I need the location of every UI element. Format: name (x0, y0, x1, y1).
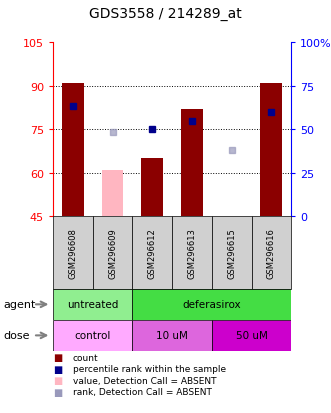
Bar (212, 320, 291, 351)
Bar (252, 217, 291, 289)
Bar (172, 217, 212, 289)
Bar (212, 217, 252, 289)
Text: count: count (73, 353, 98, 362)
Bar (141, 159, 163, 217)
Text: 10 uM: 10 uM (156, 330, 188, 341)
Bar (53, 289, 132, 320)
Text: ■: ■ (53, 352, 62, 362)
Bar (102, 171, 123, 217)
Text: untreated: untreated (67, 299, 118, 310)
Text: 50 uM: 50 uM (236, 330, 267, 341)
Bar (62, 84, 84, 217)
Bar (53, 217, 93, 289)
Bar (132, 289, 291, 320)
Text: value, Detection Call = ABSENT: value, Detection Call = ABSENT (73, 376, 216, 385)
Text: ■: ■ (53, 375, 62, 385)
Text: ■: ■ (53, 364, 62, 374)
Text: GSM296612: GSM296612 (148, 228, 157, 278)
Text: GSM296608: GSM296608 (68, 228, 77, 278)
Bar (181, 110, 203, 217)
Text: ■: ■ (53, 387, 62, 397)
Text: GDS3558 / 214289_at: GDS3558 / 214289_at (89, 7, 242, 21)
Text: GSM296609: GSM296609 (108, 228, 117, 278)
Text: GSM296616: GSM296616 (267, 228, 276, 278)
Text: dose: dose (3, 330, 30, 341)
Text: control: control (74, 330, 111, 341)
Text: rank, Detection Call = ABSENT: rank, Detection Call = ABSENT (73, 387, 212, 396)
Bar (53, 320, 132, 351)
Text: GSM296615: GSM296615 (227, 228, 236, 278)
Text: GSM296613: GSM296613 (187, 228, 197, 278)
Bar (132, 320, 212, 351)
Text: deferasirox: deferasirox (182, 299, 241, 310)
Bar (132, 217, 172, 289)
Text: percentile rank within the sample: percentile rank within the sample (73, 364, 226, 373)
Bar (260, 84, 282, 217)
Text: agent: agent (3, 299, 36, 310)
Bar (93, 217, 132, 289)
